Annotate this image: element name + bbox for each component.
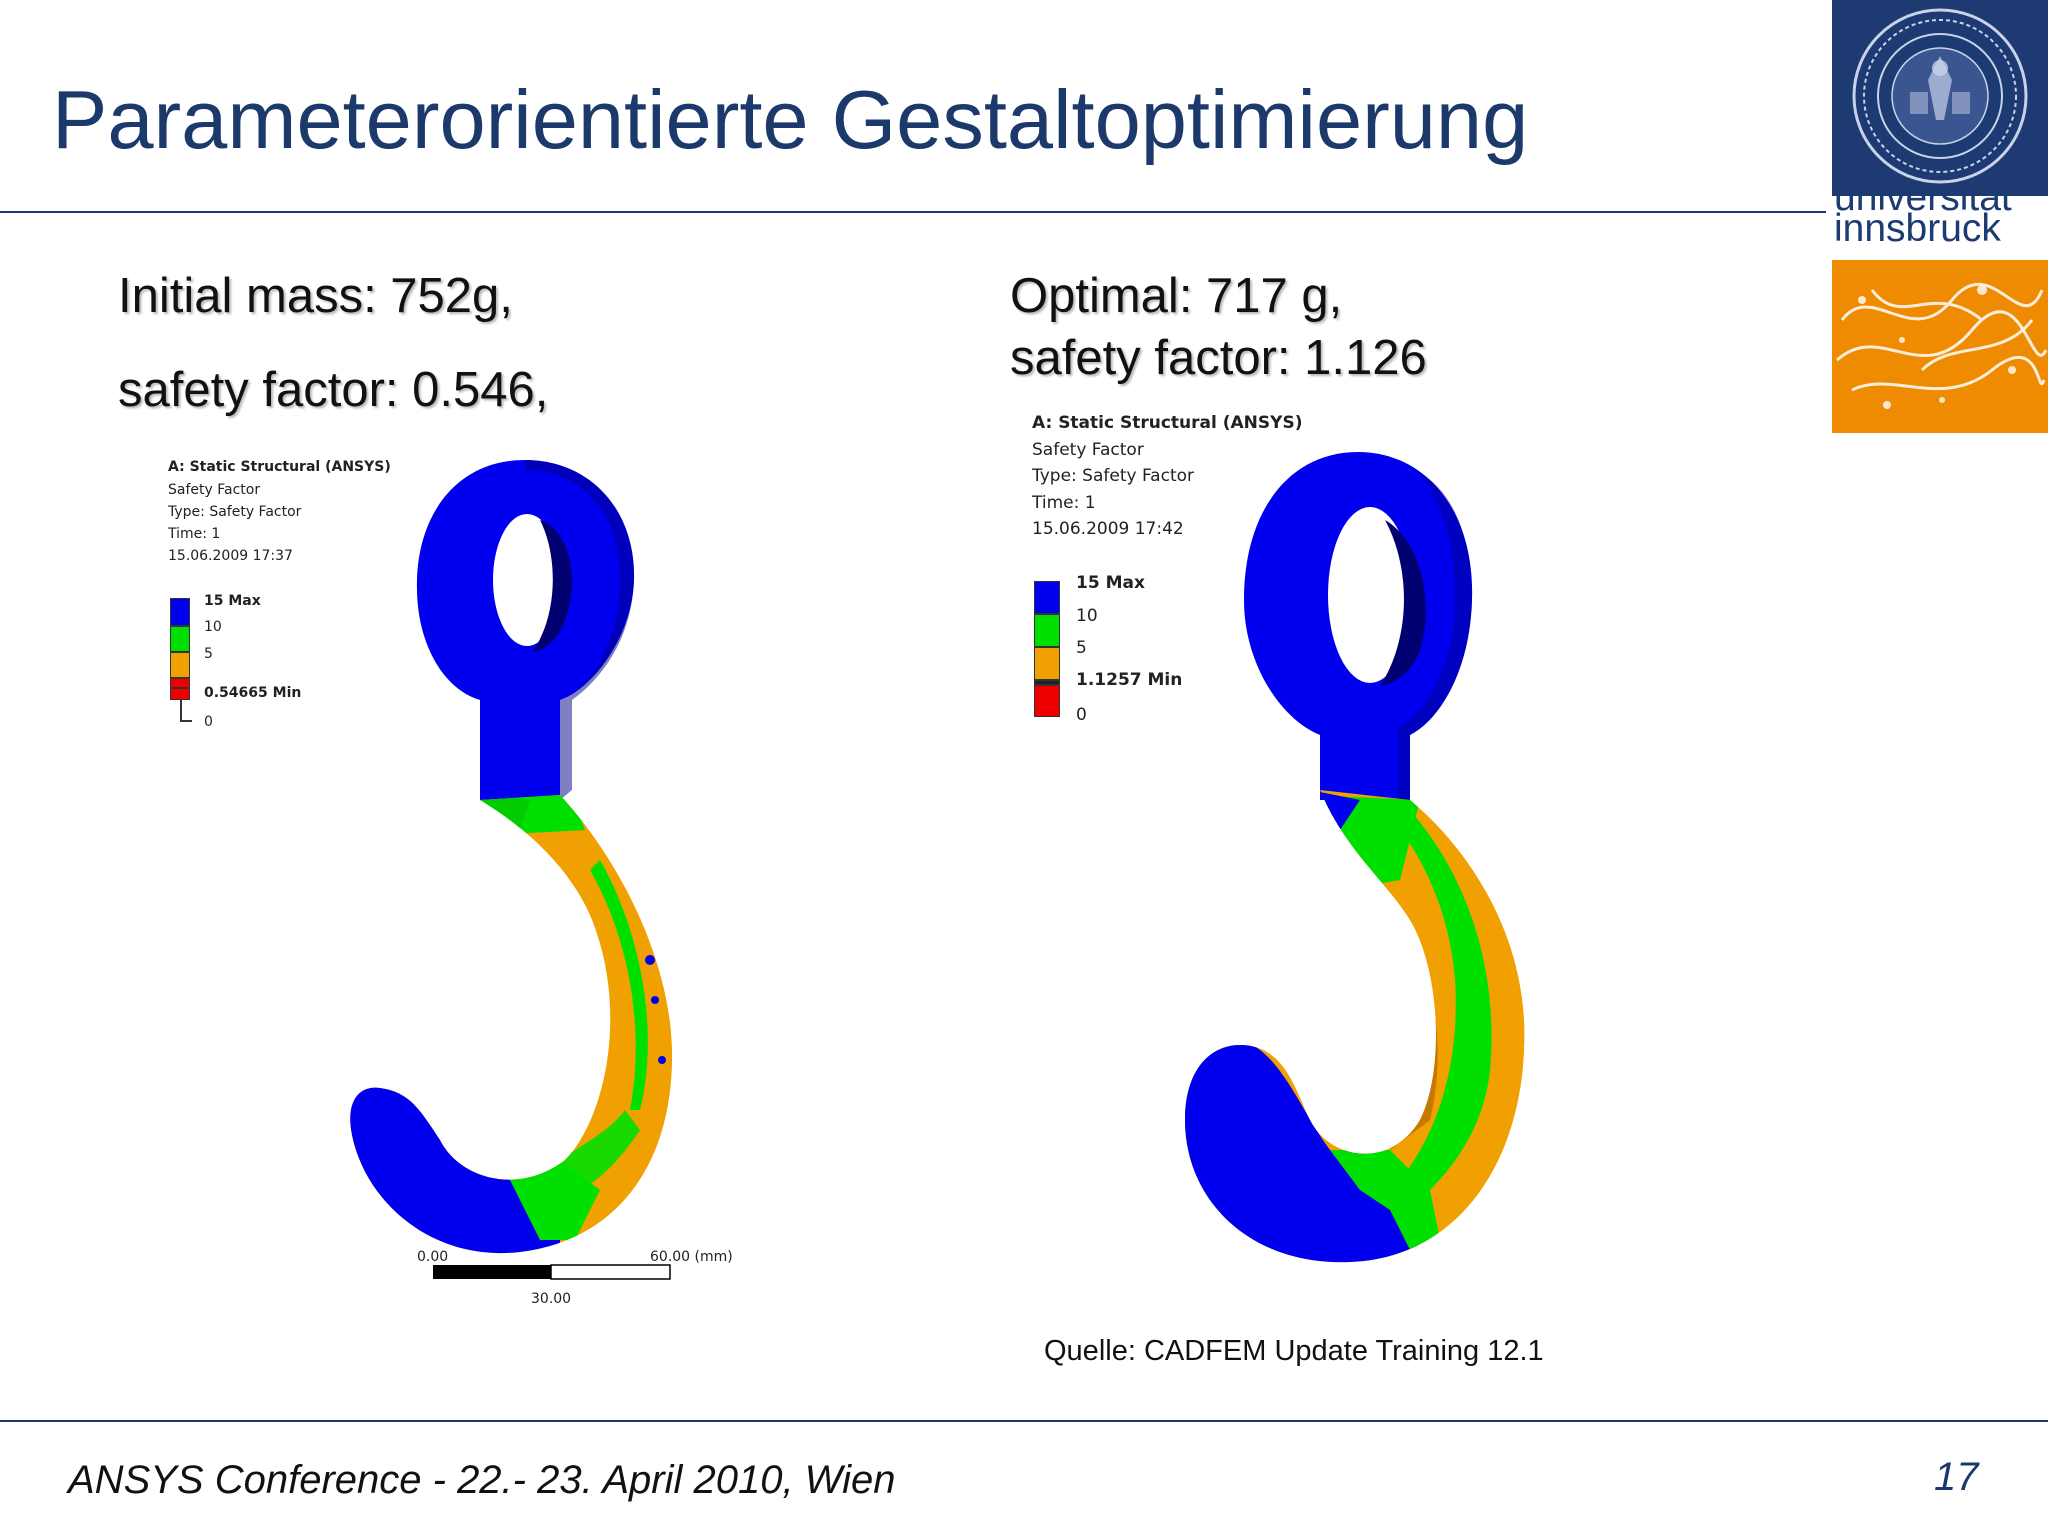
optimal-mass-text: Optimal: 717 g,: [1010, 269, 1343, 323]
legend-10-label: 10: [204, 619, 222, 635]
legend-swatch-orange: [1034, 647, 1060, 680]
legend-swatch-red: [1034, 685, 1060, 717]
legend-header: A: Static Structural (ANSYS): [1032, 413, 1303, 433]
legend-swatch-red-2: [170, 688, 190, 700]
logo-wordmark: universität innsbruck: [1834, 176, 2048, 250]
legend-header: A: Static Structural (ANSYS): [168, 459, 391, 475]
legend-zero-label: 0: [1076, 705, 1087, 725]
legend-result: Safety Factor: [168, 482, 261, 498]
scale-end-label: 60.00 (mm): [650, 1249, 733, 1265]
legend-swatch-min: [1034, 680, 1060, 685]
footer-conference-text: ANSYS Conference - 22.- 23. April 2010, …: [68, 1458, 896, 1502]
university-logo: universität innsbruck: [1832, 0, 2048, 433]
seal-icon: [1852, 8, 2028, 184]
logo-line-1: universität: [1834, 176, 2012, 219]
scale-mid-label: 30.00: [531, 1291, 572, 1307]
legend-result: Safety Factor: [1032, 440, 1144, 460]
legend-time: Time: 1: [1032, 493, 1096, 513]
slide-title: Parameterorientierte Gestaltoptimierung: [52, 73, 1529, 166]
initial-mass-text: Initial mass: 752g,: [118, 269, 513, 323]
legend-10-label: 10: [1076, 606, 1098, 626]
scale-start-label: 0.00: [417, 1249, 449, 1265]
left-hook: [350, 460, 673, 1254]
legend-type: Type: Safety Factor: [1032, 466, 1194, 486]
optimal-safety-factor-text: safety factor: 1.126: [1010, 331, 1427, 385]
legend-swatch-green: [1034, 614, 1060, 647]
logo-line-2: innsbruck: [1834, 207, 2001, 250]
right-hook: [1185, 452, 1525, 1263]
legend-swatch-orange: [170, 652, 190, 678]
logo-seal-area: [1832, 0, 2048, 196]
footer-divider: [0, 1420, 2048, 1422]
legend-swatch-blue: [1034, 581, 1060, 614]
title-divider: [0, 211, 1826, 213]
logo-orange-area: [1832, 260, 2048, 433]
scale-bar-light: [550, 1264, 671, 1280]
scale-bar: [433, 1264, 671, 1280]
source-note: Quelle: CADFEM Update Training 12.1: [1044, 1335, 1544, 1367]
legend-zero-tick-h: [180, 720, 192, 722]
legend-min-label: 1.1257 Min: [1076, 670, 1183, 690]
legend-5-label: 5: [1076, 638, 1087, 658]
legend-zero-tick: [180, 700, 182, 722]
scale-bar-dark: [433, 1265, 551, 1279]
legend-zero-label: 0: [204, 714, 213, 730]
initial-safety-factor-text: safety factor: 0.546,: [118, 363, 549, 417]
legend-5-label: 5: [204, 646, 213, 662]
legend-min-label: 0.54665 Min: [204, 685, 302, 701]
right-legend: A: Static Structural (ANSYS) Safety Fact…: [1032, 415, 1332, 735]
legend-date: 15.06.2009 17:37: [168, 548, 293, 564]
legend-time: Time: 1: [168, 526, 221, 542]
legend-type: Type: Safety Factor: [168, 504, 302, 520]
left-legend: A: Static Structural (ANSYS) Safety Fact…: [168, 460, 428, 740]
legend-max-label: 15 Max: [204, 593, 261, 609]
legend-swatch-red: [170, 678, 190, 688]
legend-swatch-green: [170, 626, 190, 652]
scribble-pattern-icon: [1836, 283, 2048, 409]
legend-swatch-blue: [170, 598, 190, 626]
legend-date: 15.06.2009 17:42: [1032, 519, 1184, 539]
legend-max-label: 15 Max: [1076, 573, 1145, 593]
page-number: 17: [1934, 1455, 1979, 1499]
